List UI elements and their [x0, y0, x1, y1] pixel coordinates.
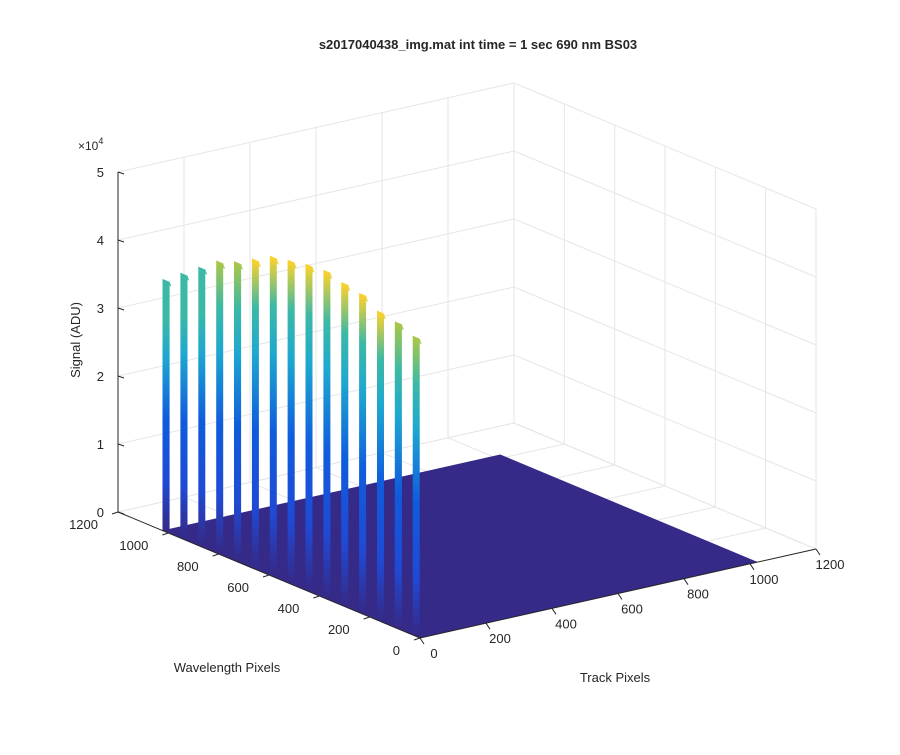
x-tick-label: 400	[555, 616, 577, 631]
surface-stripe	[394, 321, 402, 631]
tick-labels: 0200400600800100012000200400600800100012…	[69, 165, 844, 661]
exponent-label: ×104	[78, 136, 103, 153]
y-tick-label: 1200	[69, 517, 98, 532]
z-tick	[117, 511, 125, 515]
x-tick	[419, 637, 425, 645]
y-tick	[413, 637, 421, 641]
x-tick	[617, 593, 623, 600]
x-tick-label: 1000	[750, 572, 779, 587]
surface-stripe-top	[216, 260, 226, 269]
surface-stripe-top	[394, 321, 404, 331]
surface-stripe	[377, 310, 384, 623]
grid-line	[117, 150, 515, 241]
surface-stripe	[216, 260, 224, 556]
surface-stripe	[287, 259, 295, 586]
z-tick-label: 4	[97, 233, 104, 248]
z-tick	[117, 239, 125, 243]
y-tick-label: 600	[227, 580, 249, 595]
z-tick-label: 0	[97, 505, 104, 520]
y-tick-label: 1000	[119, 538, 148, 553]
z-tick	[117, 443, 125, 447]
x-tick	[815, 548, 821, 556]
surface-stripe	[269, 255, 277, 579]
x-tick	[683, 578, 689, 585]
surface-stripe	[162, 279, 170, 534]
surface-stripe	[251, 258, 259, 571]
y-tick	[111, 511, 119, 515]
z-tick	[117, 307, 125, 311]
surface-stripe-top	[180, 272, 190, 281]
x-tick	[749, 563, 755, 571]
x-tick-label: 0	[430, 646, 437, 661]
y-tick-label: 800	[177, 559, 199, 574]
x-tick-label: 200	[489, 631, 511, 646]
z-tick-label: 2	[97, 369, 104, 384]
grid-line	[513, 354, 817, 482]
grid-line	[513, 286, 817, 414]
surface-stripe	[359, 293, 367, 616]
surface-stripe-top	[198, 266, 208, 275]
z-axis-label: Signal (ADU)	[68, 302, 83, 378]
surface-stripe	[305, 263, 313, 594]
surface-stripe-top	[251, 258, 261, 268]
surface-stripe	[198, 266, 206, 549]
y-tick	[363, 616, 370, 620]
grid-line	[513, 150, 817, 278]
surface-stripe-top	[234, 261, 243, 270]
exponent-base: ×10	[78, 139, 99, 153]
y-tick-label: 200	[328, 622, 350, 637]
z-tick-label: 3	[97, 301, 104, 316]
y-tick	[262, 574, 270, 578]
z-tick	[117, 171, 125, 175]
surface-stripe	[180, 272, 188, 541]
y-tick-label: 0	[393, 643, 400, 658]
axis-lines	[111, 171, 821, 645]
surface-stripe-top	[162, 279, 172, 287]
x-tick	[485, 622, 491, 630]
chart-title: s2017040438_img.mat int time = 1 sec 690…	[319, 37, 637, 52]
exponent-power: 4	[98, 136, 103, 146]
surface-stripe	[412, 335, 420, 638]
surface-stripe	[341, 282, 349, 609]
grid-line	[117, 82, 515, 173]
grid-line	[513, 218, 817, 346]
x-tick-label: 600	[621, 602, 643, 617]
surface-stripe-top	[287, 259, 297, 269]
y-tick-label: 400	[278, 601, 300, 616]
y-tick	[313, 595, 320, 599]
surface-stripe-top	[359, 293, 369, 302]
x-axis-label: Track Pixels	[580, 670, 651, 685]
y-tick	[212, 553, 219, 557]
y-axis-label: Wavelength Pixels	[174, 660, 281, 675]
surface-stripe-top	[269, 255, 279, 265]
surface-stripe	[323, 269, 331, 601]
z-tick-label: 1	[97, 437, 104, 452]
surface-stripe-top	[412, 335, 422, 345]
surface-stripe-top	[305, 263, 315, 273]
z-tick-label: 5	[97, 165, 104, 180]
surface-stripe	[234, 261, 242, 564]
y-tick	[162, 532, 169, 536]
x-tick-label: 1200	[816, 557, 845, 572]
z-tick	[117, 375, 125, 379]
grid-line	[513, 82, 817, 210]
surface-stripe-top	[323, 269, 333, 279]
surface-stripe-top	[341, 282, 351, 292]
x-tick	[551, 608, 557, 615]
x-tick-label: 800	[687, 587, 709, 602]
surface-stripe-top	[377, 310, 386, 320]
